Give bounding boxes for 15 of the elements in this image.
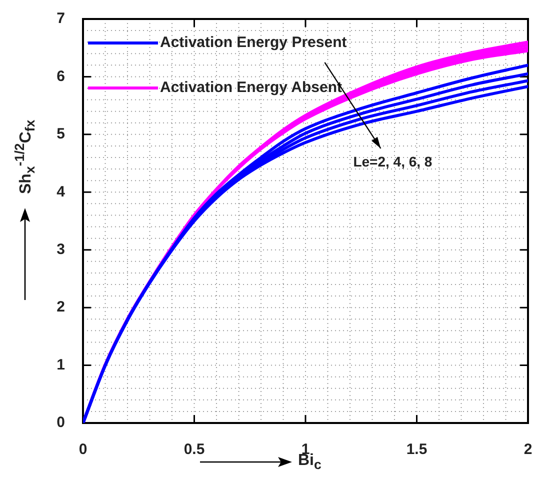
y-tick-label: 7 bbox=[56, 10, 65, 28]
x-tick-label: 2 bbox=[524, 441, 532, 458]
x-tick-label: 1.5 bbox=[406, 441, 428, 458]
legend-label: Activation Energy Present bbox=[160, 34, 347, 52]
x-tick-label: 0.5 bbox=[184, 441, 205, 458]
y-tick-label: 4 bbox=[56, 183, 66, 200]
y-tick-label: 1 bbox=[56, 356, 65, 374]
x-tick-label: 0 bbox=[78, 441, 88, 458]
y-tick-label: 3 bbox=[56, 241, 65, 258]
y-tick-label: 2 bbox=[56, 298, 65, 316]
legend-label: Activation Energy Absent bbox=[160, 79, 342, 96]
y-tick-label: 5 bbox=[56, 126, 65, 143]
annotation: Le=2, 4, 6, 8 bbox=[353, 153, 432, 170]
y-tick-label: 0 bbox=[56, 414, 65, 432]
y-tick-label: 6 bbox=[56, 68, 65, 85]
